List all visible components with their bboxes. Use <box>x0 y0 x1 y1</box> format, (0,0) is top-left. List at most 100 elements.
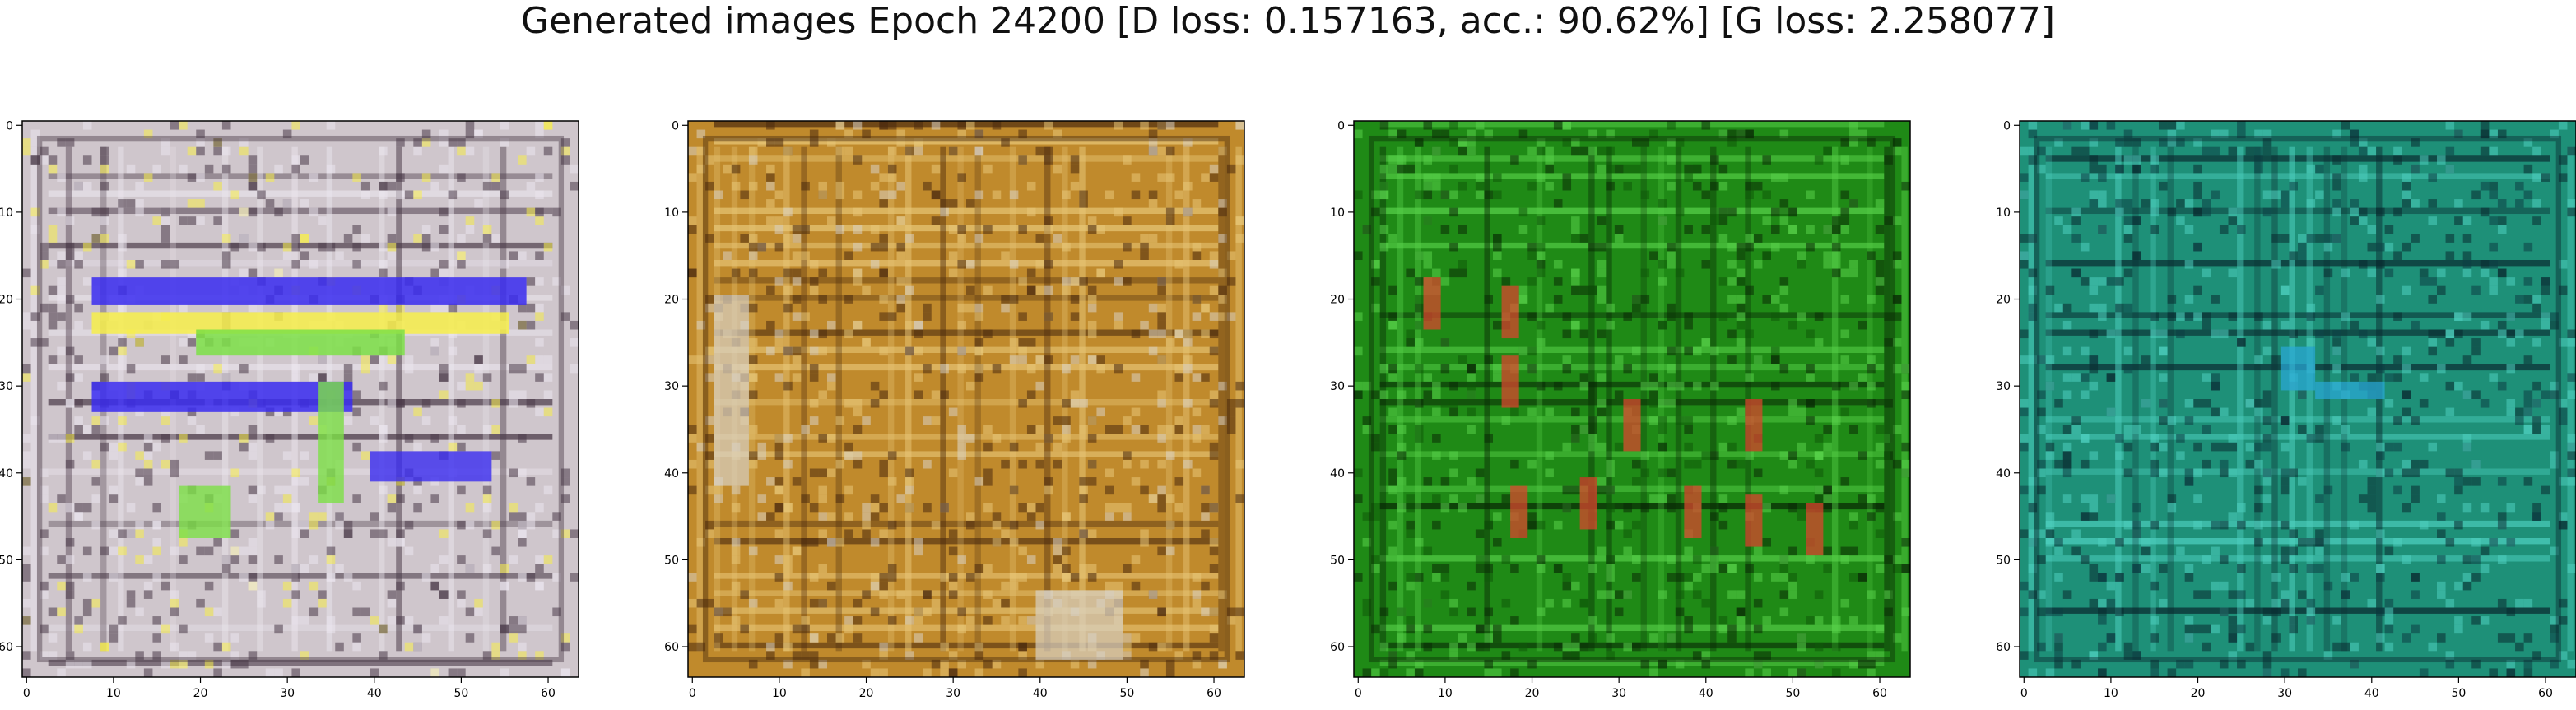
texture-pixel <box>221 251 231 260</box>
texture-pixel <box>65 242 75 252</box>
texture-pixel <box>992 364 1002 374</box>
texture-pixel <box>2567 434 2576 443</box>
texture-pixel <box>318 512 327 521</box>
x-tick-label: 50 <box>2451 687 2466 700</box>
texture-pixel <box>2184 260 2194 269</box>
texture-pixel <box>1849 129 1858 139</box>
texture-pixel <box>48 503 58 513</box>
texture-highlight <box>91 381 353 412</box>
texture-pixel <box>482 529 492 538</box>
texture-pixel <box>91 477 101 486</box>
texture-pixel <box>853 268 863 278</box>
texture-pixel <box>2106 121 2116 130</box>
texture-pixel <box>983 425 993 434</box>
texture-pixel <box>2350 642 2359 652</box>
texture-pixel <box>413 138 422 147</box>
texture-pixel <box>1062 364 1071 374</box>
texture-pixel <box>1026 503 1036 513</box>
x-tick-label: 0 <box>23 687 30 700</box>
texture-pixel <box>1658 320 1667 330</box>
texture-pixel <box>1235 381 1244 391</box>
texture-pixel <box>748 268 758 278</box>
texture-pixel <box>82 607 92 617</box>
texture-pixel <box>2350 199 2359 208</box>
texture-pixel <box>983 285 993 295</box>
texture-pixel <box>421 129 431 139</box>
texture-pixel <box>966 260 975 269</box>
texture-pixel <box>1849 512 1858 521</box>
texture-pixel <box>2193 138 2202 147</box>
texture-pixel <box>905 485 914 495</box>
texture-pixel <box>213 181 222 191</box>
texture-pixel <box>731 164 741 174</box>
texture-band <box>714 295 1219 301</box>
texture-pixel <box>2237 503 2246 513</box>
texture-pixel <box>491 546 500 556</box>
texture-pixel <box>887 564 897 573</box>
texture-pixel <box>2532 381 2541 391</box>
texture-pixel <box>818 190 827 200</box>
texture-pixel <box>1087 303 1097 313</box>
texture-pixel <box>352 173 361 182</box>
texture-pixel <box>1209 546 1219 556</box>
texture-pixel <box>1718 564 1728 573</box>
texture-pixel <box>413 503 422 513</box>
texture-pixel <box>774 503 784 513</box>
texture-pixel <box>100 355 109 364</box>
texture-pixel <box>2411 468 2420 478</box>
texture-pixel <box>2054 633 2063 643</box>
texture-pixel <box>500 581 509 591</box>
texture-pixel <box>1123 459 1132 469</box>
y-tick-label: 50 <box>664 554 679 567</box>
texture-pixel <box>1371 564 1380 573</box>
texture-pixel <box>109 494 119 503</box>
texture-pixel <box>1235 234 1244 243</box>
texture-highlight <box>1623 399 1641 452</box>
texture-pixel <box>809 346 819 356</box>
x-tick-label: 20 <box>2191 687 2206 700</box>
texture-pixel <box>974 364 984 374</box>
texture-pixel <box>766 285 775 295</box>
texture-pixel <box>491 399 500 408</box>
texture-pixel <box>2480 181 2490 191</box>
texture-pixel <box>1209 651 1219 660</box>
texture-pixel <box>957 173 966 182</box>
texture-pixel <box>2341 573 2350 582</box>
texture-pixel <box>1406 503 1415 513</box>
texture-pixel <box>2384 642 2394 652</box>
texture-pixel <box>2028 529 2038 538</box>
texture-band <box>1379 381 1885 388</box>
texture-pixel <box>2150 468 2159 478</box>
texture-pixel <box>2219 659 2229 669</box>
texture-pixel <box>1649 399 1658 408</box>
texture-pixel <box>2541 320 2550 330</box>
texture-pixel <box>2402 633 2411 643</box>
texture-pixel <box>2045 520 2055 530</box>
texture-pixel <box>1788 225 1797 234</box>
texture-pixel <box>1684 320 1693 330</box>
texture-pixel <box>1527 312 1537 321</box>
texture-pixel <box>2150 164 2159 174</box>
texture-pixel <box>2141 546 2151 556</box>
texture-pixel <box>2071 268 2081 278</box>
texture-pixel <box>1157 173 1166 182</box>
texture-pixel <box>1553 520 1563 530</box>
texture-pixel <box>1209 260 1219 269</box>
texture-pixel <box>439 138 449 147</box>
texture-pixel <box>1797 407 1806 417</box>
texture-pixel <box>239 234 249 243</box>
texture-pixel <box>974 668 984 677</box>
texture-band <box>1710 146 1717 652</box>
texture-pixel <box>914 373 923 382</box>
texture-pixel <box>1009 581 1019 591</box>
texture-pixel <box>1414 659 1424 669</box>
texture-pixel <box>1788 459 1797 469</box>
texture-pixel <box>143 434 153 443</box>
texture-pixel <box>2323 242 2333 252</box>
texture-pixel <box>1070 295 1080 304</box>
texture-pixel <box>161 146 170 156</box>
texture-pixel <box>2341 425 2350 434</box>
texture-pixel <box>1475 642 1485 652</box>
texture-pixel <box>2098 573 2107 582</box>
texture-pixel <box>2237 225 2246 234</box>
